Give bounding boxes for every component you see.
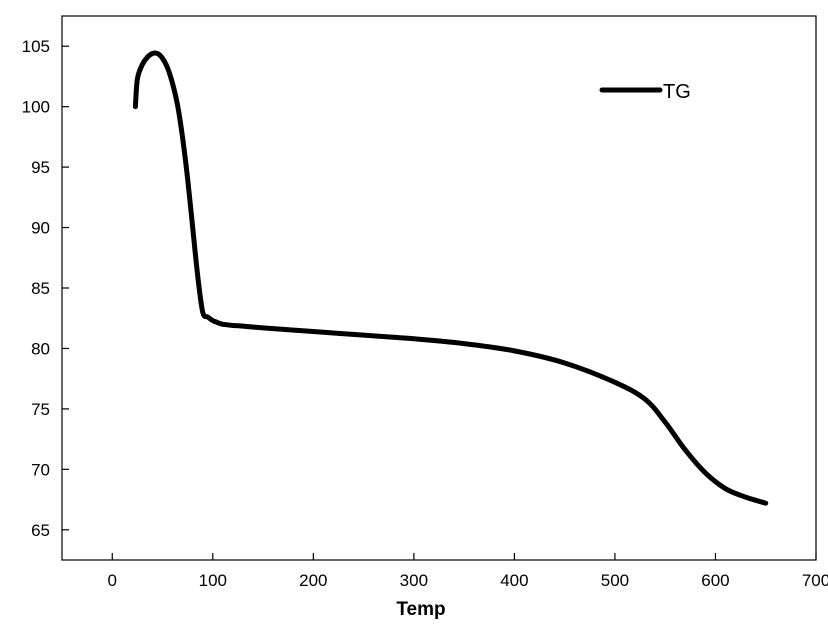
x-tick-label: 100	[199, 571, 227, 590]
x-tick-label: 0	[108, 571, 117, 590]
tg-series-line	[132, 50, 769, 506]
x-tick-label: 300	[400, 571, 428, 590]
y-tick-label: 105	[22, 37, 50, 56]
y-tick-label: 90	[31, 219, 50, 238]
x-tick-label: 700	[802, 571, 828, 590]
y-tick-label: 65	[31, 521, 50, 540]
y-tick-label: 80	[31, 339, 50, 358]
x-tick-label: 200	[299, 571, 327, 590]
x-tick-label: 600	[701, 571, 729, 590]
x-tick-label: 400	[500, 571, 528, 590]
x-tick-label: 500	[601, 571, 629, 590]
y-tick-label: 85	[31, 279, 50, 298]
y-tick-label: 70	[31, 460, 50, 479]
x-axis-title: Temp	[396, 599, 445, 620]
y-tick-label: 75	[31, 400, 50, 419]
y-tick-label: 95	[31, 158, 50, 177]
legend: TG	[599, 81, 691, 103]
y-axis-ticks: 65 70 75 80 85 90 95 100 105	[22, 37, 69, 540]
legend-label-tg: TG	[663, 81, 691, 103]
y-tick-label: 100	[22, 98, 50, 117]
x-axis-ticks: 0 100 200 300 400 500 600 700	[108, 553, 828, 590]
